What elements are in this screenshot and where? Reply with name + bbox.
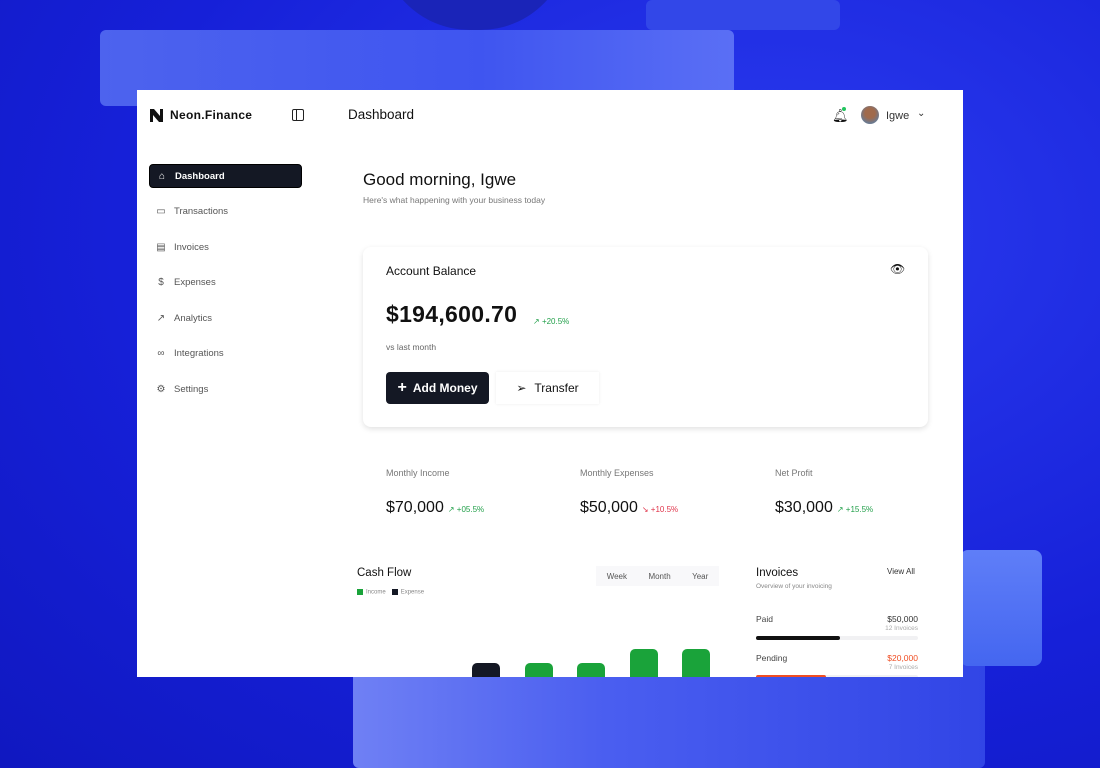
sidebar-item-dashboard[interactable]: ⌂ Dashboard bbox=[149, 164, 302, 188]
change-value: +15.5% bbox=[845, 505, 874, 514]
change-value: +05.5% bbox=[456, 505, 485, 514]
sidebar-toggle-icon[interactable] bbox=[292, 109, 304, 121]
send-icon: ➢ bbox=[516, 381, 527, 395]
stat-card: Monthly Expenses $50,000 ↘ +10.5% bbox=[580, 468, 760, 517]
sidebar-item-invoices[interactable]: ▤ Invoices bbox=[149, 235, 302, 259]
sidebar-item-integrations[interactable]: ∞ Integrations bbox=[149, 342, 302, 366]
dollar-circle-icon: $ bbox=[158, 277, 164, 289]
decorative-shape bbox=[646, 0, 840, 30]
sidebar-item-label: Settings bbox=[174, 384, 209, 396]
bar-expense bbox=[472, 663, 500, 677]
stat-value: $70,000 bbox=[386, 499, 444, 516]
sidebar-item-settings[interactable]: ⚙ Settings bbox=[149, 378, 302, 402]
app-window: Neon.Finance Dashboard 🔔︎ Igwe ⌄ ⌂ Dashbo… bbox=[137, 90, 963, 677]
sidebar-item-label: Transactions bbox=[174, 206, 229, 218]
chevron-down-icon[interactable]: ⌄ bbox=[917, 108, 926, 119]
balance-amount: $194,600.70 bbox=[386, 301, 518, 327]
invoices-subtitle: Overview of your invoicing bbox=[756, 583, 832, 590]
stat-change: ↗ +05.5% bbox=[448, 505, 484, 514]
chart-legend: Income Expense bbox=[357, 589, 424, 596]
progress-bar bbox=[756, 636, 918, 640]
bar-income bbox=[682, 649, 710, 677]
decorative-shape bbox=[960, 550, 1042, 666]
stat-value: $30,000 bbox=[775, 499, 833, 516]
sidebar: ⌂ Dashboard ▭ Transactions ▤ Invoices $ Expense… bbox=[149, 164, 302, 413]
bell-icon[interactable]: 🔔︎ bbox=[832, 108, 849, 123]
sidebar-item-analytics[interactable]: ↗ Analytics bbox=[149, 306, 302, 330]
neon-logo-icon bbox=[150, 108, 163, 122]
stat-card: Monthly Income $70,000 ↗ +05.5% bbox=[386, 468, 566, 517]
stat-label: Monthly Expenses bbox=[580, 468, 654, 478]
sidebar-item-expenses[interactable]: $ Expenses bbox=[149, 271, 302, 295]
invoice-count: 12 Invoices bbox=[885, 625, 918, 632]
home-icon: ⌂ bbox=[158, 170, 166, 182]
bar-income bbox=[629, 649, 658, 677]
trend-up-icon: ↗ bbox=[836, 505, 846, 514]
cashflow-chart bbox=[357, 630, 727, 677]
stat-label: Monthly Income bbox=[386, 468, 450, 478]
card-icon: ▭ bbox=[156, 206, 166, 218]
sidebar-item-label: Invoices bbox=[174, 241, 209, 253]
bar-income bbox=[524, 663, 553, 677]
sidebar-item-label: Expenses bbox=[174, 277, 216, 289]
invoice-amount: $20,000 bbox=[887, 653, 918, 663]
transfer-button[interactable]: ➢ Transfer bbox=[496, 372, 599, 404]
invoice-status: Pending bbox=[756, 653, 788, 663]
stat-change: ↗ +15.5% bbox=[837, 505, 873, 514]
greeting-subtitle: Here's what happening with your business… bbox=[363, 195, 546, 205]
page-title: Dashboard bbox=[348, 107, 415, 122]
greeting-title: Good morning, Igwe bbox=[363, 170, 517, 189]
view-all-link[interactable]: View All bbox=[887, 567, 915, 576]
decorative-shape bbox=[353, 660, 985, 768]
trend-up-icon: ↗ bbox=[447, 505, 457, 514]
change-value: +20.5% bbox=[541, 317, 570, 326]
integrations-icon: ∞ bbox=[157, 348, 165, 360]
cashflow-title: Cash Flow bbox=[357, 567, 412, 579]
trend-up-icon: ↗ bbox=[533, 317, 542, 326]
user-name[interactable]: Igwe bbox=[886, 110, 910, 122]
card-title: Account Balance bbox=[386, 264, 477, 278]
plus-icon: + bbox=[397, 379, 407, 396]
notification-dot bbox=[842, 107, 846, 111]
eye-icon[interactable]: 👁︎ bbox=[890, 262, 906, 276]
stat-label: Net Profit bbox=[775, 468, 813, 478]
legend-income: Income bbox=[357, 589, 386, 596]
stat-card: Net Profit $30,000 ↗ +15.5% bbox=[775, 468, 955, 517]
invoices-title: Invoices bbox=[756, 567, 799, 579]
legend-expense: Expense bbox=[391, 589, 424, 596]
trend-down-icon: ↘ bbox=[641, 505, 651, 514]
sidebar-item-label: Dashboard bbox=[175, 170, 225, 182]
transfer-label: Transfer bbox=[534, 381, 579, 395]
period-year[interactable]: Year bbox=[692, 571, 709, 581]
sidebar-item-label: Integrations bbox=[174, 348, 224, 360]
sidebar-item-label: Analytics bbox=[174, 312, 213, 324]
period-month[interactable]: Month bbox=[648, 571, 671, 581]
invoice-amount: $50,000 bbox=[887, 614, 918, 624]
change-value: +10.5% bbox=[650, 505, 679, 514]
invoice-count: 7 Invoices bbox=[888, 664, 918, 671]
chart-line-icon: ↗ bbox=[156, 312, 166, 324]
add-money-label: Add Money bbox=[412, 381, 478, 395]
stat-change: ↘ +10.5% bbox=[642, 505, 678, 514]
sidebar-item-transactions[interactable]: ▭ Transactions bbox=[149, 200, 302, 224]
account-balance-card: Account Balance 👁︎ $194,600.70 ↗ +20.5% … bbox=[363, 247, 928, 427]
stat-value: $50,000 bbox=[580, 499, 638, 516]
balance-change: ↗ +20.5% bbox=[533, 317, 569, 326]
document-icon: ▤ bbox=[156, 241, 166, 253]
logo[interactable]: Neon.Finance bbox=[150, 108, 252, 122]
gear-icon: ⚙ bbox=[156, 384, 166, 396]
period-selector: Week Month Year bbox=[596, 566, 719, 586]
avatar[interactable] bbox=[861, 106, 879, 124]
add-money-button[interactable]: + Add Money bbox=[386, 372, 489, 404]
comparison-label: vs last month bbox=[386, 342, 437, 352]
invoice-status: Paid bbox=[756, 614, 774, 624]
bar-income bbox=[577, 663, 605, 677]
app-name: Neon.Finance bbox=[170, 108, 253, 122]
progress-bar bbox=[756, 675, 918, 677]
period-week[interactable]: Week bbox=[606, 571, 628, 581]
